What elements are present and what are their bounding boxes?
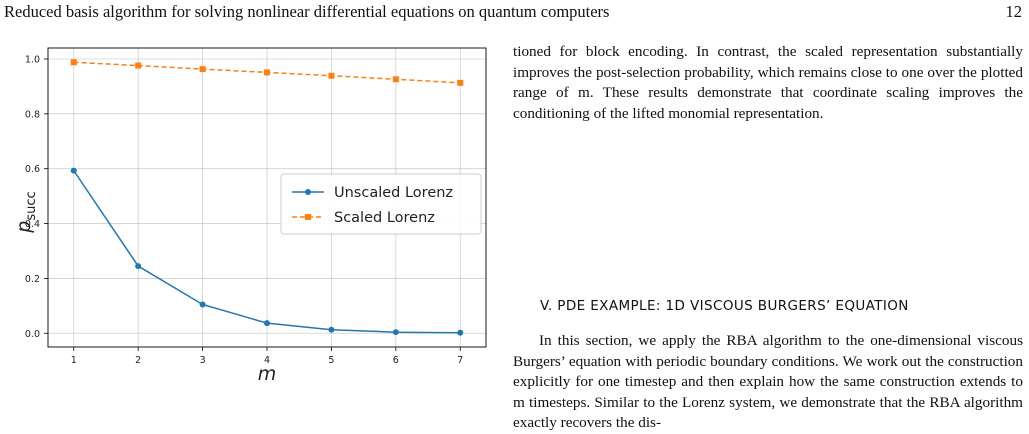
- legend-marker-unscaled: [305, 189, 311, 195]
- legend-box: [280, 173, 482, 235]
- x-tick-label: 3: [200, 355, 206, 366]
- page-number: 12: [1005, 2, 1023, 21]
- data-point-scaled-lorenz: [457, 79, 464, 86]
- running-header: Reduced basis algorithm for solving nonl…: [4, 2, 1022, 22]
- data-point-unscaled-lorenz: [199, 301, 206, 308]
- data-point-scaled-lorenz: [199, 66, 206, 73]
- y-axis-label: psucc: [13, 191, 39, 233]
- running-header-title: Reduced basis algorithm for solving nonl…: [4, 2, 610, 21]
- y-tick-label: 1.0: [25, 54, 40, 65]
- chart-series: [70, 59, 464, 336]
- x-tick-label: 5: [328, 355, 334, 366]
- y-tick-label: 0.8: [25, 109, 40, 120]
- x-tick-label: 6: [393, 355, 399, 366]
- chart-ticks: 1 2 3 4 5 6 7 0.0 0.2 0.4 0.6 0.8 1.0: [25, 54, 463, 366]
- section-heading: V. PDE EXAMPLE: 1D VISCOUS BURGERS’ EQUA…: [540, 298, 909, 314]
- data-point-scaled-lorenz: [328, 72, 335, 79]
- data-point-scaled-lorenz: [70, 59, 77, 66]
- right-column: tioned for block encoding. In contrast, …: [513, 42, 1023, 124]
- section-paragraph: In this section, we apply the RBA algori…: [513, 332, 1023, 431]
- y-tick-label: 0.2: [25, 274, 40, 285]
- data-point-scaled-lorenz: [135, 62, 142, 69]
- data-point-scaled-lorenz: [264, 69, 270, 76]
- data-point-unscaled-lorenz: [70, 167, 77, 174]
- y-axis-label-symbol: p: [13, 221, 35, 234]
- y-tick-label: 0.6: [25, 164, 40, 175]
- success-probability-chart: 1 2 3 4 5 6 7 0.0 0.2 0.4 0.6 0.8 1.0 m psucc Unscal…: [13, 47, 487, 385]
- y-axis-label-subscript: succ: [24, 191, 39, 220]
- data-point-unscaled-lorenz: [392, 329, 399, 336]
- paragraph-continued: tioned for block encoding. In contrast, …: [513, 43, 1023, 122]
- x-tick-label: 2: [135, 355, 141, 366]
- y-tick-label: 0.0: [25, 329, 40, 340]
- chart-legend: Unscaled Lorenz Scaled Lorenz: [280, 173, 482, 235]
- data-point-unscaled-lorenz: [135, 263, 142, 270]
- legend-marker-scaled: [305, 214, 311, 220]
- x-tick-label: 7: [457, 355, 463, 366]
- legend-label-unscaled: Unscaled Lorenz: [334, 185, 453, 201]
- data-point-unscaled-lorenz: [328, 326, 335, 333]
- x-tick-label: 1: [71, 355, 77, 366]
- x-tick-label: 4: [264, 355, 270, 366]
- data-point-scaled-lorenz: [392, 76, 399, 83]
- data-point-unscaled-lorenz: [264, 320, 270, 327]
- data-point-unscaled-lorenz: [457, 329, 464, 336]
- legend-label-scaled: Scaled Lorenz: [334, 210, 435, 226]
- x-axis-label: m: [258, 363, 277, 385]
- y-tick-label: 0.4: [25, 219, 40, 230]
- figure-success-probability: 1 2 3 4 5 6 7 0.0 0.2 0.4 0.6 0.8 1.0 m psucc Unscal…: [0, 42, 500, 413]
